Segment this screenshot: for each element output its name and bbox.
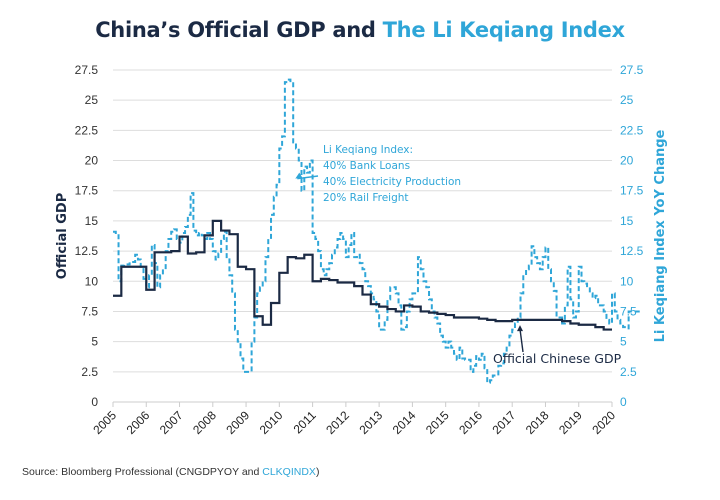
source-highlight: CLKQINDX	[262, 466, 316, 478]
x-axis: 2005 2006 2007 2008 2009 2010 2011 2012 2013 2014…	[90, 401, 618, 437]
y-tick-left: 20	[85, 154, 99, 168]
y-tick-right: 5	[620, 335, 627, 349]
y-tick-right: 15	[620, 214, 634, 228]
lki-annotation-line: 20% Rail Freight	[323, 192, 409, 204]
x-tick-label: 2020	[589, 408, 618, 437]
chart-title: China’s Official GDP and The Li Keqiang …	[0, 18, 720, 42]
y-tick-left: 25	[85, 93, 99, 107]
x-tick-label: 2017	[490, 408, 519, 437]
y-tick-right: 25	[620, 93, 634, 107]
lki-annotation-line: 40% Electricity Production	[323, 176, 461, 188]
x-tick-label: 2010	[257, 408, 286, 437]
y-tick-right: 0	[620, 395, 627, 409]
y-axis-left-label: Official GDP	[55, 193, 70, 279]
y-tick-left: 2.5	[81, 365, 98, 379]
gdp-points	[112, 220, 613, 330]
lki-points	[112, 79, 640, 383]
x-tick-label: 2008	[190, 408, 219, 437]
chart-title-part1: China’s Official GDP and	[95, 18, 383, 42]
x-tick-label: 2011	[291, 408, 319, 436]
lki-annotation-line: 40% Bank Loans	[323, 160, 410, 172]
annotations: Li Keqiang Index: 40% Bank Loans 40% Elect…	[295, 144, 622, 366]
x-tick-label: 2005	[90, 408, 119, 437]
y-tick-left: 5	[91, 335, 98, 349]
gridlines	[113, 69, 612, 403]
x-tick-label: 2016	[456, 408, 485, 437]
x-tick-label: 2007	[157, 408, 186, 437]
y-axis-left: 0 2.5 5 7.5 10 12.5 15 17.5 20 22.5 25 27.5	[75, 63, 99, 409]
y-tick-left: 12.5	[75, 244, 99, 258]
x-tick-label: 2014	[390, 408, 419, 437]
source-note: Source: Bloomberg Professional (CNGDPYOY…	[22, 466, 319, 478]
x-tick-label: 2018	[523, 408, 552, 437]
x-tick-label: 2013	[356, 408, 385, 437]
x-tick-label: 2015	[423, 408, 452, 437]
x-tick-label: 2009	[223, 408, 252, 437]
x-tick-label: 2012	[323, 408, 352, 437]
y-tick-left: 22.5	[75, 123, 99, 137]
chart-title-part2: The Li Keqiang Index	[382, 18, 625, 42]
source-prefix: Source: Bloomberg Professional (CNGDPYOY…	[22, 466, 263, 478]
y-tick-right: 10	[620, 274, 634, 288]
gdp-annotation: Official Chinese GDP	[493, 351, 622, 366]
source-suffix: )	[315, 466, 320, 478]
y-tick-right: 2.5	[620, 365, 637, 379]
series-li-keqiang-index	[113, 78, 640, 384]
lki-annotation-line: Li Keqiang Index:	[323, 144, 413, 156]
x-tick-label: 2019	[556, 408, 585, 437]
series-official-gdp	[113, 219, 612, 331]
y-tick-left: 10	[85, 274, 99, 288]
y-tick-right: 12.5	[620, 244, 644, 258]
y-tick-right: 27.5	[620, 63, 644, 77]
lki-annotation-arrow	[297, 175, 319, 180]
gdp-annotation-arrow	[519, 329, 524, 353]
y-tick-right: 20	[620, 154, 634, 168]
y-tick-left: 27.5	[75, 63, 99, 77]
y-axis-right-label: Li Keqiang Index YoY Change	[653, 129, 668, 342]
y-tick-right: 22.5	[620, 123, 644, 137]
y-tick-left: 15	[85, 214, 99, 228]
lki-arrowhead	[295, 172, 303, 179]
x-tick-label: 2006	[124, 408, 153, 437]
y-tick-left: 17.5	[75, 184, 99, 198]
gdp-arrowhead	[517, 325, 523, 332]
y-tick-left: 0	[91, 395, 98, 409]
y-tick-right: 17.5	[620, 184, 644, 198]
y-tick-left: 7.5	[81, 304, 98, 318]
